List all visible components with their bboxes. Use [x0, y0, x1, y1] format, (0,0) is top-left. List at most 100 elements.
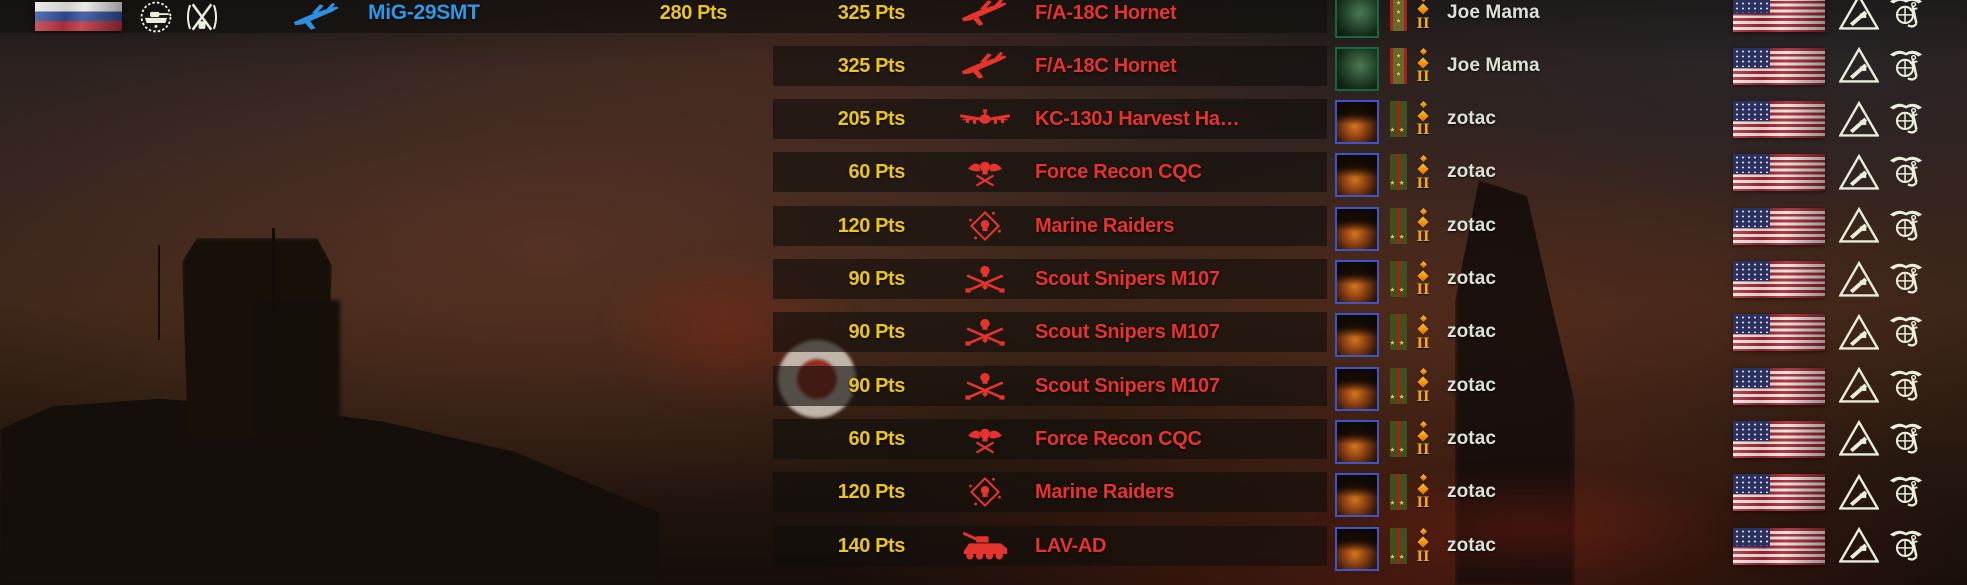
- usa-flag-icon: [1733, 474, 1825, 512]
- armor-triangle-icon: [1839, 0, 1879, 31]
- tier-diamond-icon: [1419, 314, 1427, 322]
- rank-star-icon: ★★: [1389, 233, 1408, 241]
- armor-triangle-icon: [1839, 207, 1879, 244]
- tier-column: II: [1413, 472, 1433, 512]
- unit-icon-box: [925, 366, 1045, 406]
- player-name: zotac: [1447, 534, 1497, 556]
- rank-star-icon: ★★: [1389, 500, 1408, 508]
- rank-insignia: ★★: [1389, 314, 1407, 351]
- player-avatar: [1335, 526, 1379, 571]
- tier-diamond-icon: [1419, 367, 1427, 375]
- rank-star-icon: ★: [1395, 18, 1402, 25]
- usa-flag-canton: [1733, 367, 1770, 388]
- tier-diamond-icon: [1417, 270, 1429, 282]
- rank-insignia: ★★: [1389, 420, 1408, 457]
- force-recon-icon: [966, 155, 1004, 189]
- tier-diamond-icon: [1419, 207, 1427, 215]
- tier-diamond-icon: [1417, 110, 1429, 122]
- unit-icon-box: [925, 526, 1045, 566]
- rank-stripe: [1397, 207, 1400, 244]
- kill-points: 120 Pts: [837, 481, 906, 504]
- armor-triangle-icon: [1838, 472, 1880, 512]
- tier-column: II: [1413, 46, 1433, 86]
- usa-flag-icon: [1733, 261, 1825, 298]
- tier-label: II: [1416, 335, 1430, 352]
- tier-column: II: [1413, 99, 1433, 139]
- player-name: Joe Mama: [1447, 54, 1540, 76]
- usmc-eagle-globe-anchor-icon: [1885, 526, 1927, 566]
- rank-star-icon: ★: [1395, 9, 1402, 16]
- armored-division-wreath-icon: [138, 0, 174, 34]
- armor-triangle-icon: [1838, 99, 1880, 139]
- destroyed-unit-name: Force Recon CQC: [1035, 161, 1202, 184]
- scout-snipers-icon: [964, 262, 1006, 296]
- kill-points: 90 Pts: [848, 321, 905, 344]
- usmc-eagle-globe-anchor-icon: [1887, 0, 1925, 32]
- usa-flag-icon: [1733, 47, 1825, 85]
- kill-points: 60 Pts: [848, 427, 905, 450]
- rank-stripe: [1397, 527, 1400, 564]
- unit-icon-box: [925, 99, 1045, 139]
- usmc-eagle-globe-anchor-icon: [1887, 473, 1925, 511]
- tier-diamond-icon: [1417, 56, 1429, 69]
- usmc-eagle-globe-anchor-icon: [1887, 527, 1925, 565]
- usmc-eagle-globe-anchor-icon: [1887, 47, 1925, 85]
- unit-icon-box: [925, 206, 1045, 246]
- player-name: zotac: [1447, 427, 1497, 449]
- player-avatar: [1335, 46, 1379, 91]
- usa-flag-canton: [1733, 314, 1770, 335]
- player-avatar: [1335, 100, 1379, 145]
- destroyed-unit-name: KC-130J Harvest Ha…: [1035, 108, 1240, 131]
- player-avatar: [1335, 0, 1379, 38]
- usmc-eagle-globe-anchor-icon: [1887, 100, 1925, 138]
- scout-snipers-icon: [964, 315, 1006, 349]
- rank-insignia: ★★: [1389, 207, 1408, 244]
- destroyed-unit-name: Marine Raiders: [1035, 214, 1175, 237]
- tier-diamond-icon: [1417, 536, 1429, 548]
- tier-diamond-icon: [1419, 421, 1427, 429]
- killer-points: 280 Pts: [659, 1, 728, 24]
- usmc-eagle-globe-anchor-icon: [1885, 472, 1927, 512]
- tier-diamond-icon: [1419, 474, 1427, 482]
- rank-stripe: [1397, 420, 1400, 457]
- destroyed-unit-name: F/A-18C Hornet: [1035, 54, 1177, 77]
- russia-flag-icon: [35, 2, 122, 31]
- tier-column: II: [1413, 526, 1433, 566]
- turret-box-silhouette: [255, 300, 340, 435]
- rank-insignia: ★★: [1389, 154, 1407, 191]
- tier-label: II: [1416, 548, 1430, 565]
- rank-insignia: ★★: [1389, 367, 1407, 404]
- armor-triangle-icon: [1839, 420, 1879, 457]
- usa-flag-canton: [1733, 261, 1770, 281]
- unit-icon-box: [925, 152, 1045, 192]
- usa-flag-icon: [1733, 101, 1825, 139]
- player-name: zotac: [1447, 108, 1497, 130]
- usmc-eagle-globe-anchor-icon: [1885, 259, 1927, 299]
- antenna-silhouette: [158, 245, 160, 340]
- scout-snipers-icon: [964, 369, 1006, 403]
- kill-points: 60 Pts: [848, 161, 905, 184]
- rank-insignia: ★★: [1389, 261, 1407, 297]
- tier-column: II: [1413, 259, 1433, 299]
- tier-diamond-icon: [1419, 48, 1427, 56]
- kill-row-strip: [773, 312, 1327, 353]
- tier-label: II: [1416, 388, 1430, 405]
- armor-triangle-icon: [1838, 206, 1880, 246]
- rank-stripe: [1397, 101, 1400, 138]
- rank-insignia: ★★: [1389, 527, 1407, 564]
- rank-star-icon: ★★: [1389, 446, 1408, 454]
- rank-stripe: [1397, 314, 1400, 351]
- unit-icon-box: [925, 259, 1045, 299]
- usa-flag-canton: [1733, 207, 1770, 228]
- usmc-eagle-globe-anchor-icon: [1885, 206, 1927, 246]
- tier-label: II: [1416, 175, 1430, 192]
- fighter-jet-icon: [957, 51, 1013, 81]
- rank-star-icon: ★★: [1389, 127, 1408, 135]
- tier-diamond-icon: [1419, 154, 1427, 162]
- tier-column: II: [1413, 312, 1433, 352]
- usmc-eagle-globe-anchor-icon: [1885, 46, 1927, 86]
- usa-flag-icon: [1733, 207, 1825, 245]
- rank-star-icon: ★: [1395, 0, 1402, 7]
- rank-star-icon: ★: [1395, 71, 1402, 79]
